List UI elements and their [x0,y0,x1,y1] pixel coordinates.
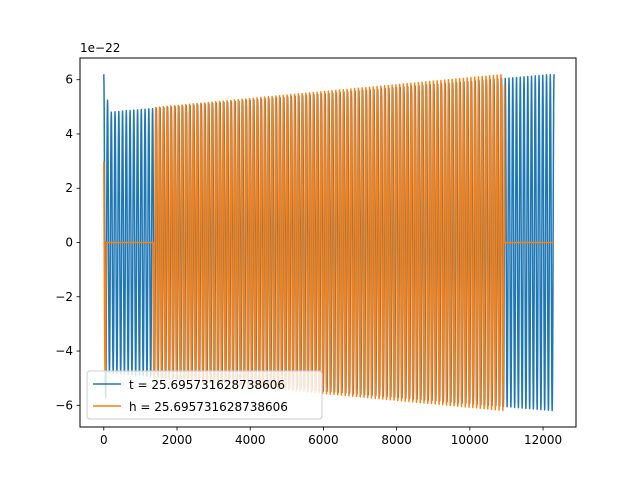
legend: t = 25.695731628738606 h = 25.6957316287… [86,370,323,420]
x-axis: 0 2000 4000 6000 8000 10000 12000 [100,427,562,447]
y-tick-label: −2 [55,290,73,304]
x-tick-label: 4000 [235,433,266,447]
y-axis: −6 −4 −2 0 2 4 6 [55,73,80,412]
y-tick-label: 4 [65,127,73,141]
legend-box [86,370,323,420]
y-tick-label: −4 [55,344,73,358]
legend-label-t: t = 25.695731628738606 [129,378,285,392]
y-tick-label: −6 [55,398,73,412]
x-tick-label: 6000 [308,433,339,447]
y-tick-label: 6 [65,73,73,87]
series-layer [103,73,555,412]
series-line-h [103,74,555,412]
y-offset-label: 1e−22 [80,41,120,55]
x-tick-label: 12000 [524,433,562,447]
x-tick-label: 8000 [381,433,412,447]
x-tick-label: 0 [100,433,108,447]
y-tick-label: 2 [65,181,73,195]
x-tick-label: 10000 [451,433,489,447]
x-tick-label: 2000 [162,433,193,447]
y-tick-label: 0 [65,236,73,250]
legend-label-h: h = 25.695731628738606 [129,400,288,414]
